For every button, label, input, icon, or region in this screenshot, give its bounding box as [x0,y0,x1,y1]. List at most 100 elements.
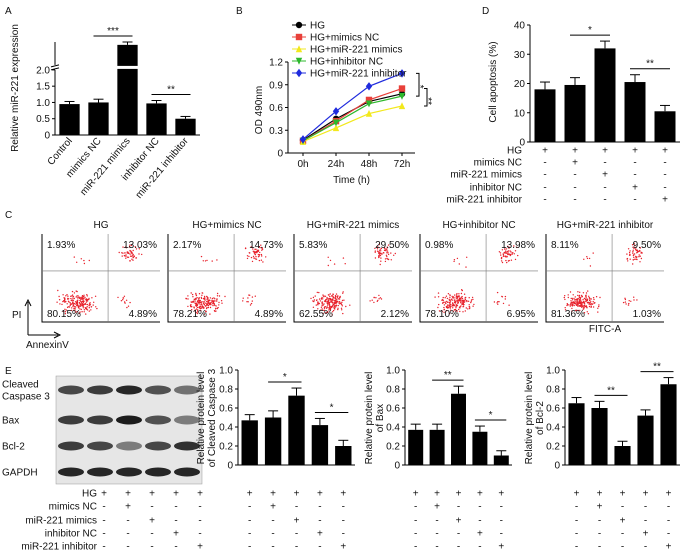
event-dot [328,297,330,300]
event-dot [506,261,508,264]
condition-sign: + [149,489,155,500]
event-dot [201,306,203,309]
event-dot [209,306,212,309]
condition-sign: - [295,542,298,550]
event-dot [323,295,325,297]
condition-sign: - [198,516,201,527]
event-dot [465,266,467,268]
event-dot [504,298,506,300]
event-dot [88,310,91,312]
point [295,33,303,41]
event-dot [458,295,460,297]
event-dot [333,297,335,299]
event-dot [570,297,572,300]
event-dot [331,305,334,307]
blot-band [174,385,200,395]
event-dot [79,304,82,306]
event-dot [254,253,256,255]
event-dot [62,294,64,296]
event-dot [66,303,68,305]
event-dot [260,244,262,246]
condition-sign: + [434,502,440,513]
y-tick-label: 0.6 [269,103,283,114]
y-axis-label: Relative miR-221 expression [10,24,21,152]
series-line [302,95,403,142]
event-dot [632,246,634,248]
event-dot [258,254,261,256]
significance-label: ** [422,97,433,105]
significance-label: * [489,410,493,421]
condition-sign: + [270,502,276,513]
blot-band [174,441,200,451]
event-dot [329,259,332,262]
event-dot [508,246,510,248]
event-dot [638,256,640,258]
event-dot [72,305,74,308]
event-dot [202,302,205,304]
event-dot [313,300,315,303]
event-dot [215,305,217,307]
significance-label: ** [607,385,615,396]
blot-band [145,441,171,451]
event-dot [196,306,199,309]
event-dot [449,307,452,309]
event-dot [83,294,85,296]
quadrant-percent: 2.17% [173,240,201,251]
event-dot [64,311,67,313]
event-dot [81,300,84,303]
event-dot [636,250,639,252]
event-dot [201,303,203,305]
point [365,82,373,91]
y-axis-label: Relative protein level [524,372,535,465]
event-dot [216,295,219,297]
event-dot [473,303,475,306]
event-dot [326,297,328,299]
event-dot [380,247,383,250]
event-dot [502,254,505,256]
event-dot [132,249,134,252]
event-dot [259,251,261,254]
event-dot [624,301,627,303]
event-dot [373,301,375,304]
event-dot [76,261,78,263]
event-dot [458,298,461,300]
condition-sign: - [295,529,298,540]
event-dot [56,301,58,303]
event-dot [448,304,450,307]
bar [146,103,167,135]
event-dot [582,308,584,310]
event-dot [79,305,81,307]
event-dot [254,258,257,260]
condition-sign: - [478,516,481,527]
event-dot [566,304,569,306]
event-dot [380,298,383,300]
event-dot [125,254,127,256]
y-tick-label: 0.4 [386,423,400,434]
event-dot [460,292,463,295]
event-dot [199,301,201,304]
event-dot [214,298,216,300]
point [398,92,406,100]
event-dot [498,301,500,303]
event-dot [374,257,377,259]
point [295,21,303,29]
event-dot [451,295,453,298]
event-dot [502,302,505,305]
event-dot [86,309,89,311]
event-dot [464,299,466,302]
event-dot [449,296,451,298]
event-dot [192,301,194,303]
event-dot [462,305,465,307]
event-dot [635,255,637,258]
event-dot [217,306,219,309]
condition-sign: - [573,183,576,194]
event-dot [582,299,584,301]
y-tick-label: 0.6 [386,404,400,415]
significance-bracket [424,88,428,107]
event-dot [452,304,454,306]
blot-band [145,467,171,477]
event-dot [443,306,445,309]
event-dot [500,260,503,262]
y-tick-label: 40 [514,21,526,32]
